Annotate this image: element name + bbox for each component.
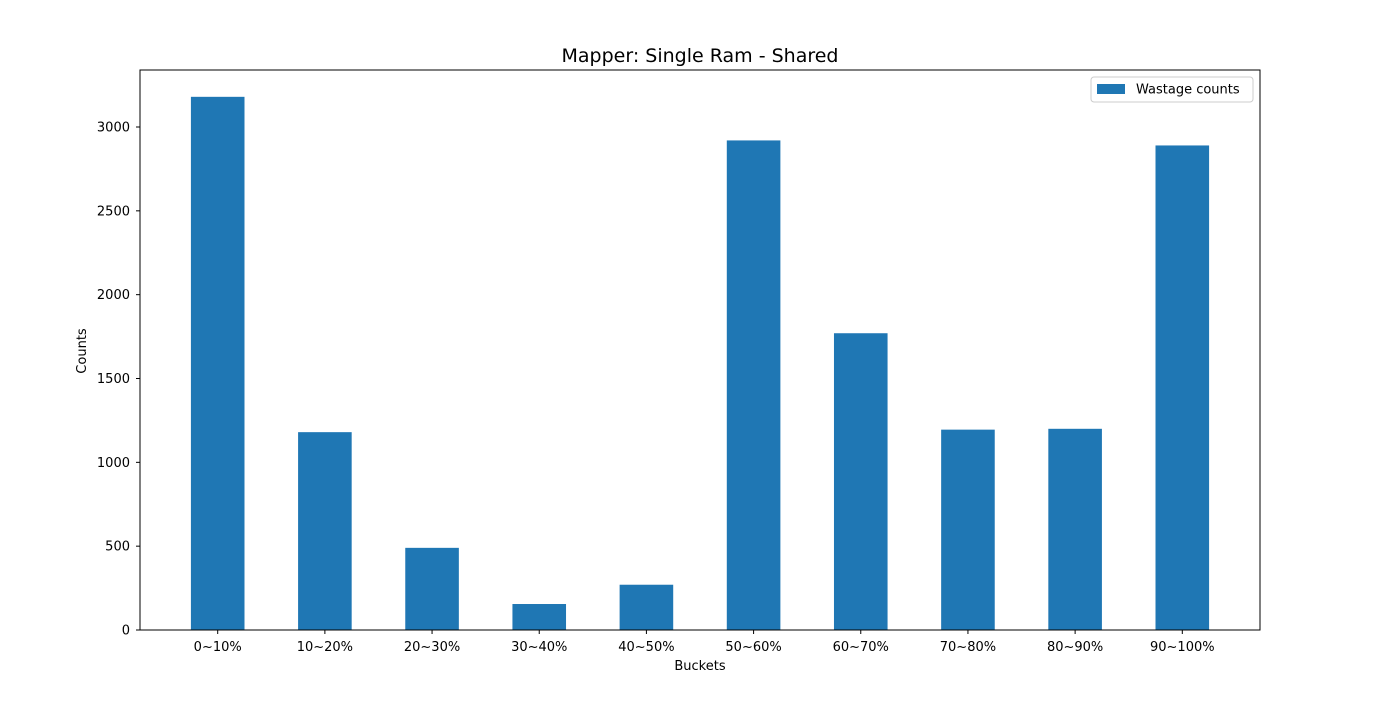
bar-20-30- bbox=[405, 547, 459, 630]
bar-40-50- bbox=[619, 584, 674, 630]
legend-label: Wastage counts bbox=[1136, 83, 1240, 98]
y-axis-label: Counts bbox=[75, 328, 90, 374]
x-tick-label: 90~100% bbox=[1150, 640, 1215, 655]
x-tick-label: 40~50% bbox=[618, 640, 674, 655]
bar-60-70- bbox=[833, 333, 888, 630]
y-tick-label: 2000 bbox=[97, 288, 130, 303]
bar-50-60- bbox=[726, 140, 781, 630]
bar-80-90- bbox=[1048, 428, 1102, 630]
x-tick-label: 0~10% bbox=[194, 640, 242, 655]
bars-group bbox=[190, 96, 1210, 630]
bar-70-80- bbox=[941, 429, 995, 630]
legend: Wastage counts bbox=[1090, 76, 1254, 103]
x-tick-label: 20~30% bbox=[404, 640, 460, 655]
plot-frame bbox=[139, 69, 1261, 631]
bar-10-20- bbox=[298, 432, 352, 630]
legend-swatch bbox=[1097, 84, 1125, 94]
y-tick-label: 500 bbox=[105, 540, 130, 555]
x-tick-label: 30~40% bbox=[511, 640, 567, 655]
y-tick-label: 0 bbox=[122, 624, 130, 639]
x-tick-label: 10~20% bbox=[297, 640, 353, 655]
axes-group: 0 500 1000 1500 2000 2500 3000 0~10% 10~20% 20~30… bbox=[97, 69, 1261, 655]
x-tick-label: 50~60% bbox=[725, 640, 781, 655]
legend-box bbox=[1090, 76, 1254, 103]
x-tick-label: 80~90% bbox=[1047, 640, 1103, 655]
y-tick-label: 2500 bbox=[97, 204, 130, 219]
y-tick-label: 1500 bbox=[97, 372, 130, 387]
y-tick-label: 3000 bbox=[97, 121, 130, 136]
bar-30-40- bbox=[512, 604, 567, 630]
x-axis-label: Buckets bbox=[674, 659, 725, 674]
y-tick-label: 1000 bbox=[97, 456, 130, 471]
bar-0-10- bbox=[190, 96, 245, 630]
x-tick-label: 70~80% bbox=[940, 640, 996, 655]
chart-title: Mapper: Single Ram - Shared bbox=[562, 45, 839, 67]
x-tick-label: 60~70% bbox=[833, 640, 889, 655]
bar-90-100- bbox=[1155, 145, 1210, 630]
